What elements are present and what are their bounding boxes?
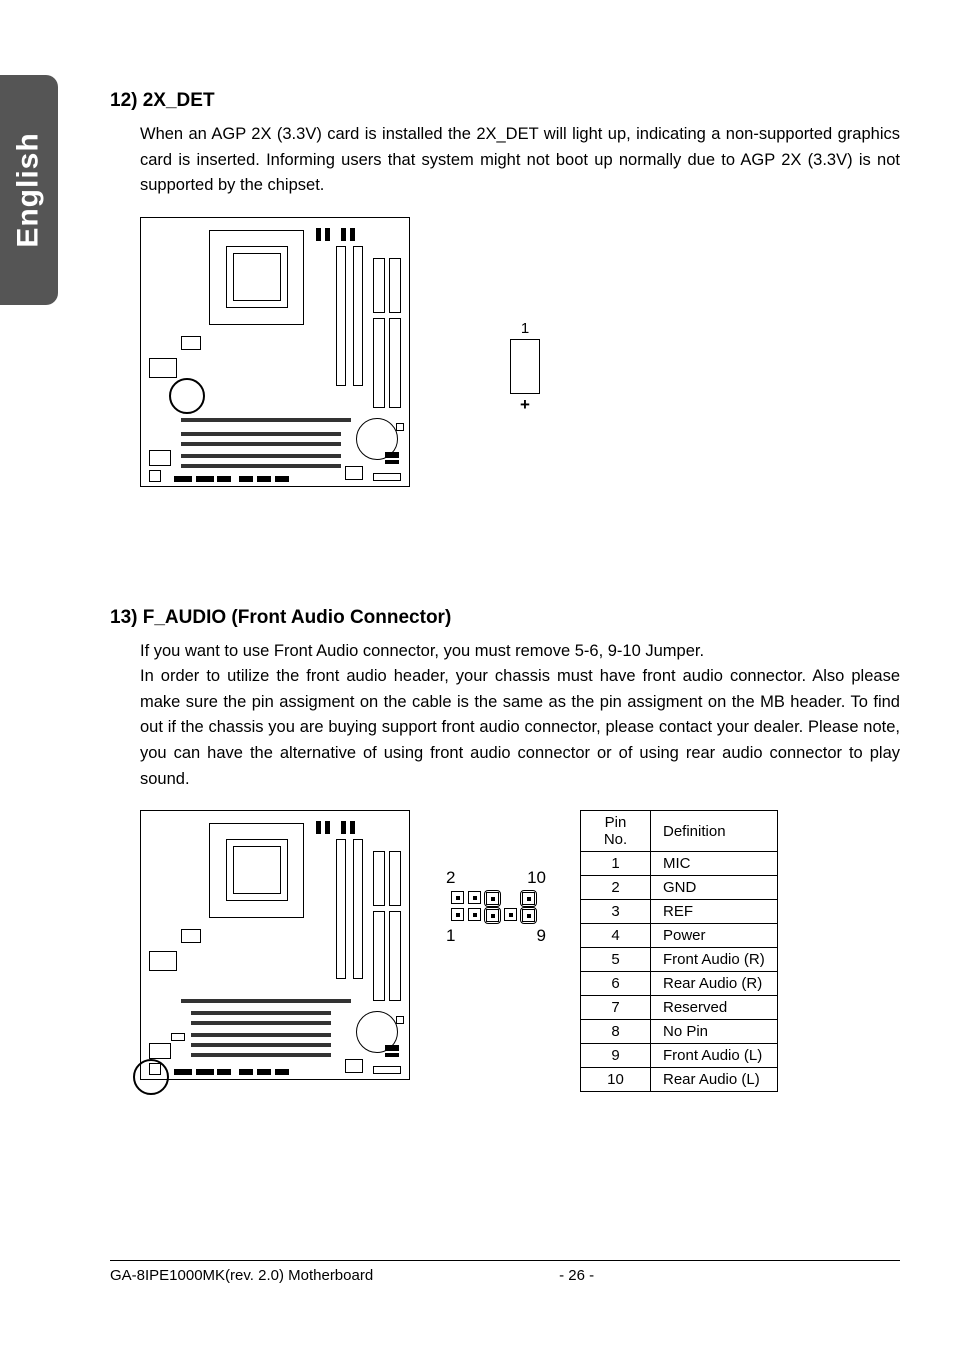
pin	[451, 891, 464, 904]
section-12: 12) 2X_DET When an AGP 2X (3.3V) card is…	[110, 90, 900, 487]
language-tab-label: English	[12, 132, 46, 247]
pin-blank	[504, 891, 517, 904]
section-12-heading: 12) 2X_DET	[110, 90, 900, 112]
pin	[522, 909, 535, 922]
section-12-body: When an AGP 2X (3.3V) card is installed …	[140, 122, 900, 199]
jumper	[484, 907, 501, 924]
jumper	[520, 890, 537, 907]
table-row: 9Front Audio (L)	[581, 1044, 778, 1068]
pin	[468, 908, 481, 921]
pin-definition-table: Pin No. Definition 1MIC 2GND 3REF 4Power…	[580, 810, 778, 1092]
table-row: 7Reserved	[581, 996, 778, 1020]
table-row: 5Front Audio (R)	[581, 948, 778, 972]
pin	[451, 908, 464, 921]
led-label-bottom: +	[520, 395, 530, 415]
pin	[486, 892, 499, 905]
table-row: 8No Pin	[581, 1020, 778, 1044]
pin	[504, 908, 517, 921]
section-13-heading: 13) F_AUDIO (Front Audio Connector)	[110, 607, 900, 629]
pin	[468, 891, 481, 904]
table-row: 4Power	[581, 924, 778, 948]
header-label-tl: 2	[446, 868, 455, 888]
page-content: 12) 2X_DET When an AGP 2X (3.3V) card is…	[110, 90, 900, 1142]
footer-left: GA-8IPE1000MK(rev. 2.0) Motherboard	[110, 1267, 373, 1284]
jumper	[520, 907, 537, 924]
pin	[486, 909, 499, 922]
header-label-bl: 1	[446, 926, 455, 946]
table-row: 2GND	[581, 876, 778, 900]
page-footer: GA-8IPE1000MK(rev. 2.0) Motherboard - 26…	[110, 1260, 900, 1284]
table-header-pin: Pin No.	[581, 811, 651, 852]
jumper	[484, 890, 501, 907]
led-box: 1 +	[510, 339, 540, 394]
section-13-body: If you want to use Front Audio connector…	[140, 639, 900, 792]
pin-header-diagram: 2 10	[450, 890, 540, 924]
section-13-figure-row: 2 10	[140, 810, 900, 1092]
header-label-br: 9	[537, 926, 546, 946]
table-row: 1MIC	[581, 852, 778, 876]
table-header-row: Pin No. Definition	[581, 811, 778, 852]
section-13: 13) F_AUDIO (Front Audio Connector) If y…	[110, 607, 900, 1092]
table-header-def: Definition	[651, 811, 778, 852]
section-12-figure-row: 1 +	[140, 217, 900, 487]
table-row: 6Rear Audio (R)	[581, 972, 778, 996]
led-label-top: 1	[521, 320, 529, 337]
footer-page-number: - 26 -	[373, 1267, 780, 1284]
header-label-tr: 10	[527, 868, 546, 888]
motherboard-diagram-2	[140, 810, 410, 1080]
pin	[522, 892, 535, 905]
language-tab: English	[0, 75, 58, 305]
led-indicator-diagram: 1 +	[510, 339, 540, 394]
motherboard-diagram-1	[140, 217, 410, 487]
table-row: 10Rear Audio (L)	[581, 1068, 778, 1092]
table-row: 3REF	[581, 900, 778, 924]
